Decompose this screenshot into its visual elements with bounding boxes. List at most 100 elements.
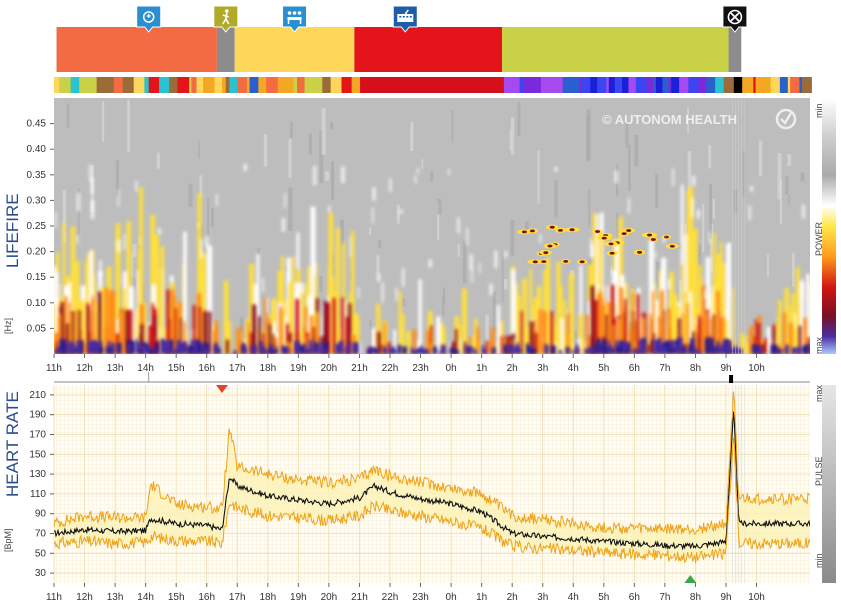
heatmap-power-cell xyxy=(670,340,674,354)
heatmap-texture xyxy=(325,171,330,181)
heatmap-power-cell xyxy=(198,306,202,354)
heatmap-power-cell xyxy=(488,341,492,354)
activity-strip-cell xyxy=(579,77,583,93)
lifefire-watermark: © AUTONOM HEALTH xyxy=(602,112,737,127)
keyboard-icon xyxy=(392,5,418,33)
heatmap-power-cell xyxy=(152,335,156,354)
heatmap-power-cell xyxy=(710,337,714,354)
heatmap-power-cell xyxy=(335,315,341,354)
heatmap-power-cell xyxy=(662,237,666,243)
heatmap-power-cell xyxy=(601,339,607,354)
heatmap-power-cell xyxy=(716,291,720,354)
x-tick-label: 10h xyxy=(748,363,765,374)
heatmap-power-cell xyxy=(503,344,508,354)
heatmap-texture xyxy=(708,145,712,169)
heatmap-power-cell xyxy=(287,281,293,354)
heatmap-power-cell xyxy=(719,345,723,354)
heatmap-texture xyxy=(779,180,783,225)
activity-strip-cell xyxy=(488,77,500,93)
heatmap-power-cell xyxy=(529,321,534,354)
heatmap-power-cell xyxy=(116,239,121,253)
activity-strip-cell xyxy=(715,77,725,93)
heatmap-power-cell xyxy=(55,341,58,354)
heatmap-power-cell xyxy=(654,251,657,259)
heatmap-power-cell xyxy=(712,314,715,354)
heatmap-power-cell xyxy=(203,310,208,354)
heatmap-power-cell xyxy=(284,346,289,354)
heatmap-power-cell xyxy=(641,343,646,354)
pulse-max-label: max xyxy=(814,384,824,402)
heatmap-power-cell xyxy=(580,337,585,354)
activity-strip-cell xyxy=(169,77,175,93)
heatmap-power-cell xyxy=(681,313,684,354)
heatmap-power-cell xyxy=(323,341,329,354)
y-tick-label: 0.20 xyxy=(27,247,47,258)
heatmap-power-cell xyxy=(784,287,790,354)
heatmap-power-cell xyxy=(313,350,318,354)
heatmap-power-cell xyxy=(547,244,553,248)
heatmap-power-cell xyxy=(621,232,627,235)
heatmap-power-cell xyxy=(399,209,403,214)
heatmap-power-cell xyxy=(91,295,95,354)
heatmap-power-cell xyxy=(238,336,241,354)
heatmap-texture xyxy=(142,285,145,308)
activity-strip-cell xyxy=(258,77,267,93)
heatmap-power-cell xyxy=(325,302,328,354)
y-tick-label: 0.35 xyxy=(27,170,47,181)
heatmap-power-cell xyxy=(796,346,801,354)
x-tick-label: 0h xyxy=(446,363,457,374)
heatmap-texture xyxy=(339,219,345,247)
heatmap-power-cell xyxy=(647,233,653,237)
y-tick-label: 210 xyxy=(29,390,46,401)
activity-strip-cell xyxy=(367,77,375,93)
activity-strip-cell xyxy=(203,77,215,93)
heatmap-power-cell xyxy=(207,343,210,354)
heatmap-power-cell xyxy=(356,341,359,354)
activity-segment xyxy=(216,27,235,72)
x-tick-label: 8h xyxy=(690,363,701,374)
x-tick-label: 11h xyxy=(46,363,62,374)
heatmap-power-cell xyxy=(795,267,800,354)
heatmap-power-cell xyxy=(584,348,588,354)
heatmap-power-cell xyxy=(632,350,638,354)
y-tick-label: 110 xyxy=(30,489,46,500)
x-tick-label: 17h xyxy=(229,592,246,603)
heatmap-power-cell xyxy=(197,342,203,354)
heatmap-power-cell xyxy=(563,259,569,263)
heatmap-power-cell xyxy=(79,344,82,354)
heatmap-texture xyxy=(377,239,382,248)
heatmap-power-cell xyxy=(596,284,600,295)
activity-strip-cell xyxy=(522,77,532,93)
heatmap-texture xyxy=(369,320,372,354)
activity-strip-cell xyxy=(562,77,571,93)
heatmap-power-cell xyxy=(558,285,563,354)
heatmap-power-cell xyxy=(416,350,422,354)
heatmap-power-cell xyxy=(54,212,57,229)
activity-strip-cell xyxy=(581,77,588,93)
heatmap-power-cell xyxy=(377,273,381,282)
heatmap-power-cell xyxy=(690,339,694,354)
heatmap-power-cell xyxy=(569,339,574,354)
heatmap-power-cell xyxy=(263,297,267,354)
brain-icon xyxy=(136,5,162,33)
heatmap-texture xyxy=(239,317,244,354)
x-tick-label: 19h xyxy=(290,363,307,374)
activity-strip-cell xyxy=(148,77,160,93)
heatmap-power-cell xyxy=(225,339,229,354)
heatmap-power-cell xyxy=(414,175,417,184)
x-tick-label: 15h xyxy=(168,592,185,603)
heatmap-texture xyxy=(710,223,714,272)
heatmap-texture xyxy=(678,242,682,250)
activity-strip-cell xyxy=(351,77,361,93)
heatmap-texture xyxy=(437,199,442,215)
heatmap-power-cell xyxy=(304,306,308,354)
heatmap-power-cell xyxy=(624,298,627,354)
heatmap-texture xyxy=(777,153,782,200)
heatmap-power-cell xyxy=(281,347,286,354)
heatmap-power-cell xyxy=(402,346,407,354)
heatmap-texture xyxy=(442,295,445,317)
heatmap-texture xyxy=(188,183,193,207)
x-tick-label: 17h xyxy=(229,363,246,374)
heatmap-power-cell xyxy=(667,279,671,289)
heatmap-power-cell xyxy=(177,301,182,354)
